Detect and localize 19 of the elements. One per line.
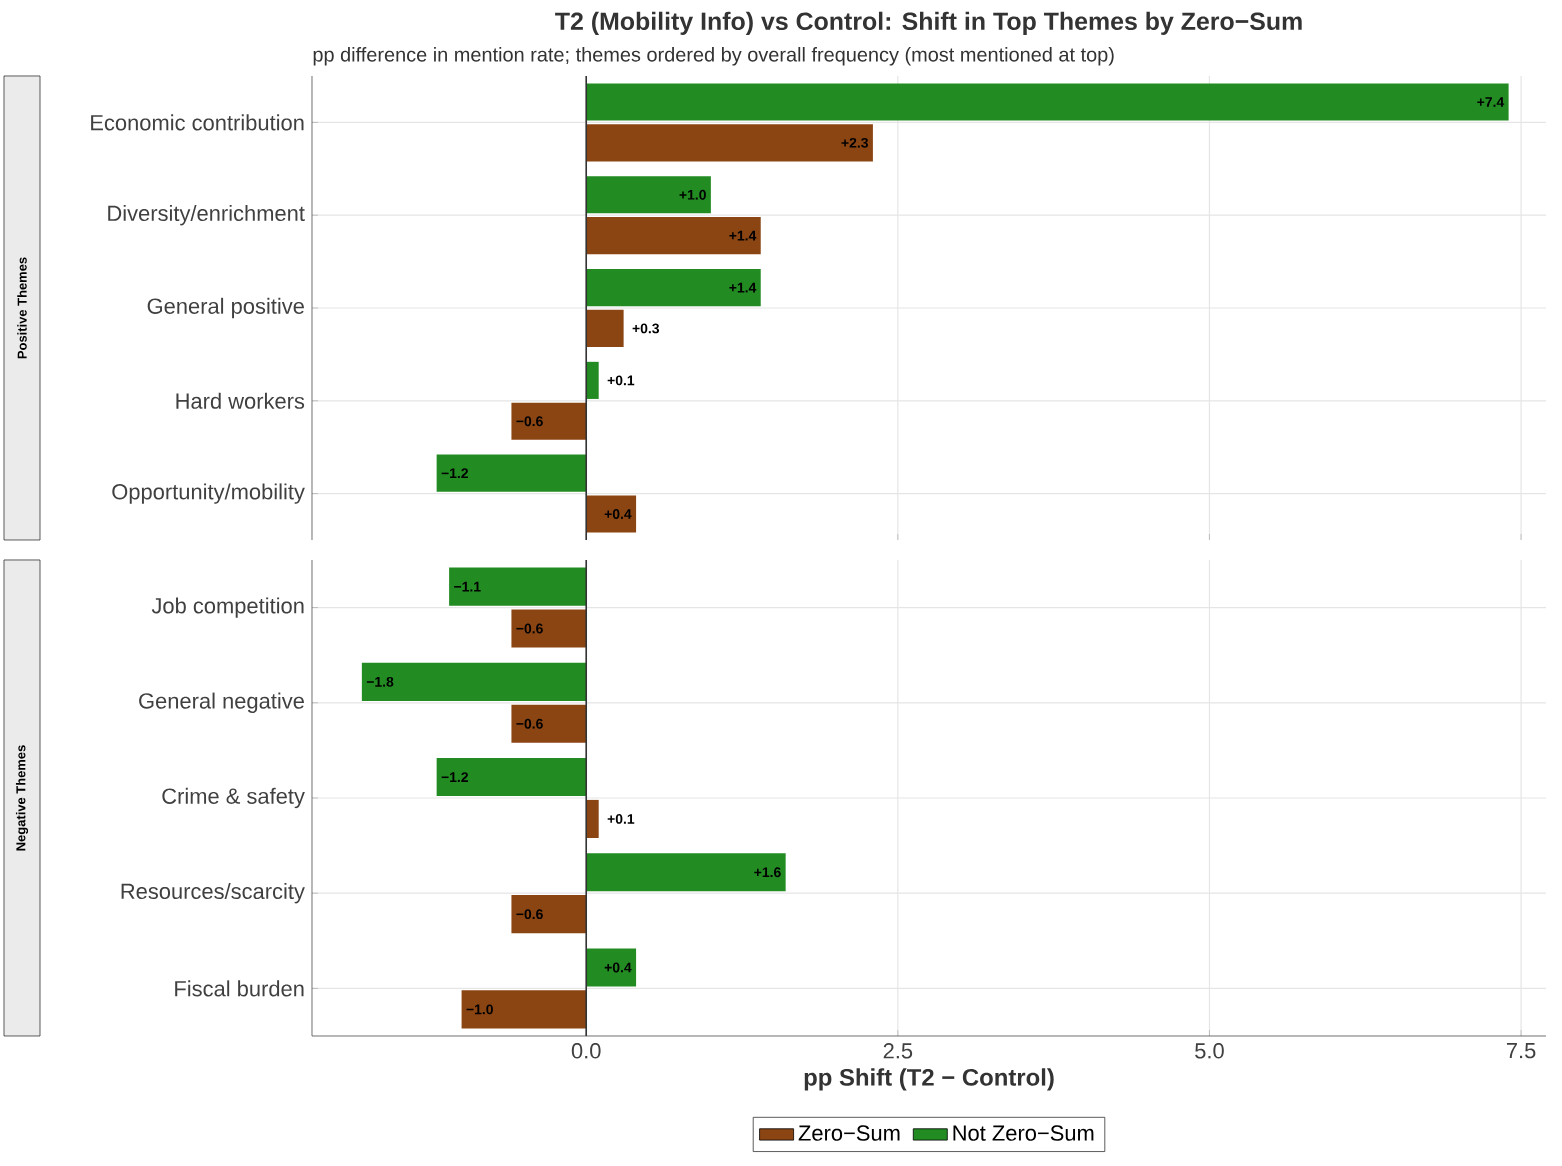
chart-subtitle: pp difference in mention rate; themes ordered by overall frequency (most mentioned at top) — [313, 47, 1114, 66]
x-tick-label: 0.0 — [571, 1043, 601, 1059]
x-tick-label: 2.5 — [883, 1043, 913, 1059]
y-tick-label: Fiscal burden — [175, 980, 304, 997]
y-tick-label: Resources/scarcity — [121, 882, 305, 904]
y-tick-label: Job competition — [151, 597, 304, 618]
x-axis-title: pp Shift (T2 − Control) — [804, 1068, 1054, 1091]
legend-label: Not Zero−Sum — [953, 1125, 1094, 1141]
y-tick-label: Economic contribution — [91, 114, 304, 131]
y-tick-label: Crime & safety — [162, 787, 305, 809]
y-tick-label: Hard workers — [176, 392, 305, 409]
y-tick-label: Opportunity/mobility — [112, 483, 305, 504]
legend-label: Zero−Sum — [798, 1125, 900, 1141]
x-tick-label: 5.0 — [1195, 1043, 1224, 1059]
y-tick-label: General positive — [147, 297, 304, 319]
x-tick-label: 7.5 — [1506, 1043, 1536, 1059]
y-tick-label: General negative — [139, 692, 304, 713]
chart-title: T2 (Mobility Info) vs Control: Shift in Top Themes by Zero−Sum — [555, 11, 1302, 35]
y-tick-label: Diversity/enrichment — [108, 204, 305, 226]
